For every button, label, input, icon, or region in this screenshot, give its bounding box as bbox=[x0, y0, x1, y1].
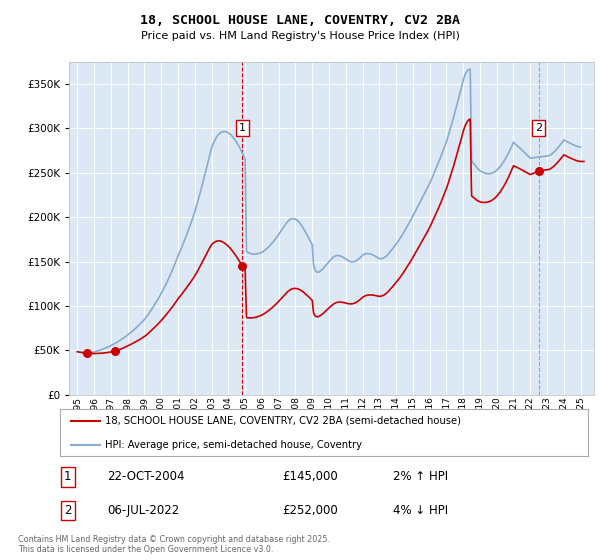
Text: £252,000: £252,000 bbox=[282, 504, 338, 517]
Point bbox=[534, 166, 544, 175]
Text: 1: 1 bbox=[239, 123, 246, 133]
Text: 1: 1 bbox=[64, 470, 71, 483]
Text: 18, SCHOOL HOUSE LANE, COVENTRY, CV2 2BA: 18, SCHOOL HOUSE LANE, COVENTRY, CV2 2BA bbox=[140, 14, 460, 27]
Text: 06-JUL-2022: 06-JUL-2022 bbox=[107, 504, 180, 517]
Text: HPI: Average price, semi-detached house, Coventry: HPI: Average price, semi-detached house,… bbox=[105, 440, 362, 450]
Text: £145,000: £145,000 bbox=[282, 470, 338, 483]
Text: 22-OCT-2004: 22-OCT-2004 bbox=[107, 470, 185, 483]
Point bbox=[110, 347, 120, 356]
Text: 2: 2 bbox=[64, 504, 71, 517]
Text: Price paid vs. HM Land Registry's House Price Index (HPI): Price paid vs. HM Land Registry's House … bbox=[140, 31, 460, 41]
Text: 2: 2 bbox=[535, 123, 542, 133]
Text: Contains HM Land Registry data © Crown copyright and database right 2025.
This d: Contains HM Land Registry data © Crown c… bbox=[18, 535, 330, 554]
Text: 4% ↓ HPI: 4% ↓ HPI bbox=[392, 504, 448, 517]
Point bbox=[83, 348, 92, 357]
Text: 2% ↑ HPI: 2% ↑ HPI bbox=[392, 470, 448, 483]
Text: 18, SCHOOL HOUSE LANE, COVENTRY, CV2 2BA (semi-detached house): 18, SCHOOL HOUSE LANE, COVENTRY, CV2 2BA… bbox=[105, 416, 461, 426]
Point bbox=[238, 262, 247, 270]
